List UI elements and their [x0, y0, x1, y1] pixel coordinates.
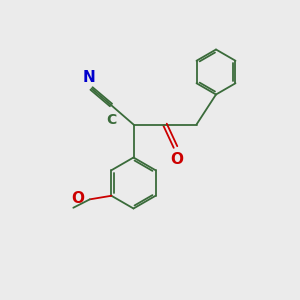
Text: O: O [170, 152, 184, 167]
Text: O: O [71, 191, 84, 206]
Text: C: C [106, 112, 116, 127]
Text: N: N [83, 70, 95, 85]
